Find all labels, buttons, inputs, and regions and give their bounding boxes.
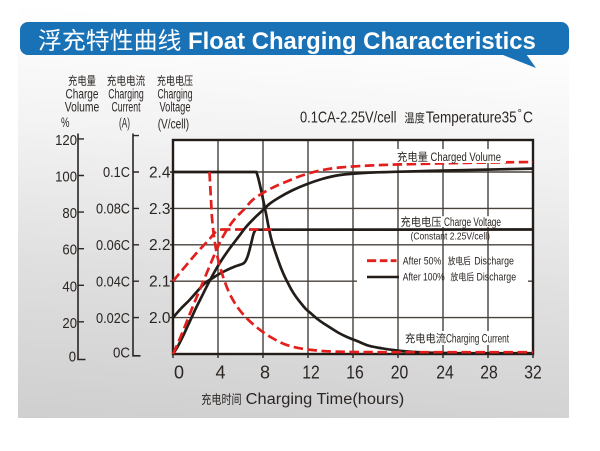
svg-text:2.2: 2.2	[149, 237, 171, 254]
svg-text:20: 20	[62, 315, 77, 332]
svg-text:4: 4	[215, 363, 225, 383]
svg-text:28: 28	[480, 363, 498, 383]
svg-text:0.06C: 0.06C	[96, 237, 130, 254]
svg-text:2.1: 2.1	[149, 274, 171, 291]
svg-text:充电量: 充电量	[68, 72, 96, 89]
svg-text:0C: 0C	[113, 345, 130, 362]
svg-text:80: 80	[62, 205, 77, 222]
svg-text:20: 20	[391, 363, 409, 383]
svg-text:2.0: 2.0	[149, 310, 171, 327]
svg-text:0.04C: 0.04C	[96, 273, 130, 290]
svg-text:0.02C: 0.02C	[96, 310, 130, 327]
svg-text:12: 12	[302, 363, 320, 383]
svg-text:60: 60	[62, 242, 77, 259]
svg-text:0.08C: 0.08C	[96, 201, 130, 218]
svg-text:40: 40	[62, 278, 77, 295]
svg-text:16: 16	[346, 363, 364, 383]
svg-text:Charge: Charge	[66, 86, 99, 101]
svg-text:Voltage: Voltage	[160, 99, 191, 114]
svg-text:Charging: Charging	[108, 86, 144, 101]
svg-text:Current: Current	[112, 99, 141, 114]
svg-text:%: %	[61, 115, 70, 130]
svg-text:0: 0	[174, 363, 184, 383]
svg-text:100: 100	[55, 169, 77, 186]
svg-text:(Constant 2.25V/cell): (Constant 2.25V/cell)	[411, 231, 491, 243]
svg-text:Charging: Charging	[157, 86, 192, 101]
svg-text:2.4: 2.4	[149, 164, 171, 181]
svg-text:充电电流Charging Current: 充电电流Charging Current	[405, 330, 510, 346]
svg-text:充电电压: 充电电压	[157, 72, 193, 89]
svg-text:Volume: Volume	[65, 99, 100, 114]
svg-text:24: 24	[436, 363, 454, 383]
svg-text:2.3: 2.3	[149, 201, 171, 218]
svg-text:120: 120	[55, 132, 77, 149]
svg-text:0: 0	[69, 348, 76, 365]
svg-text:32: 32	[524, 363, 542, 383]
svg-text:8: 8	[260, 363, 270, 383]
svg-text:充电电流: 充电电流	[107, 72, 146, 89]
svg-text:(A): (A)	[119, 116, 130, 131]
svg-text:(V/cell): (V/cell)	[158, 116, 189, 131]
svg-text:0.1C: 0.1C	[103, 164, 130, 181]
